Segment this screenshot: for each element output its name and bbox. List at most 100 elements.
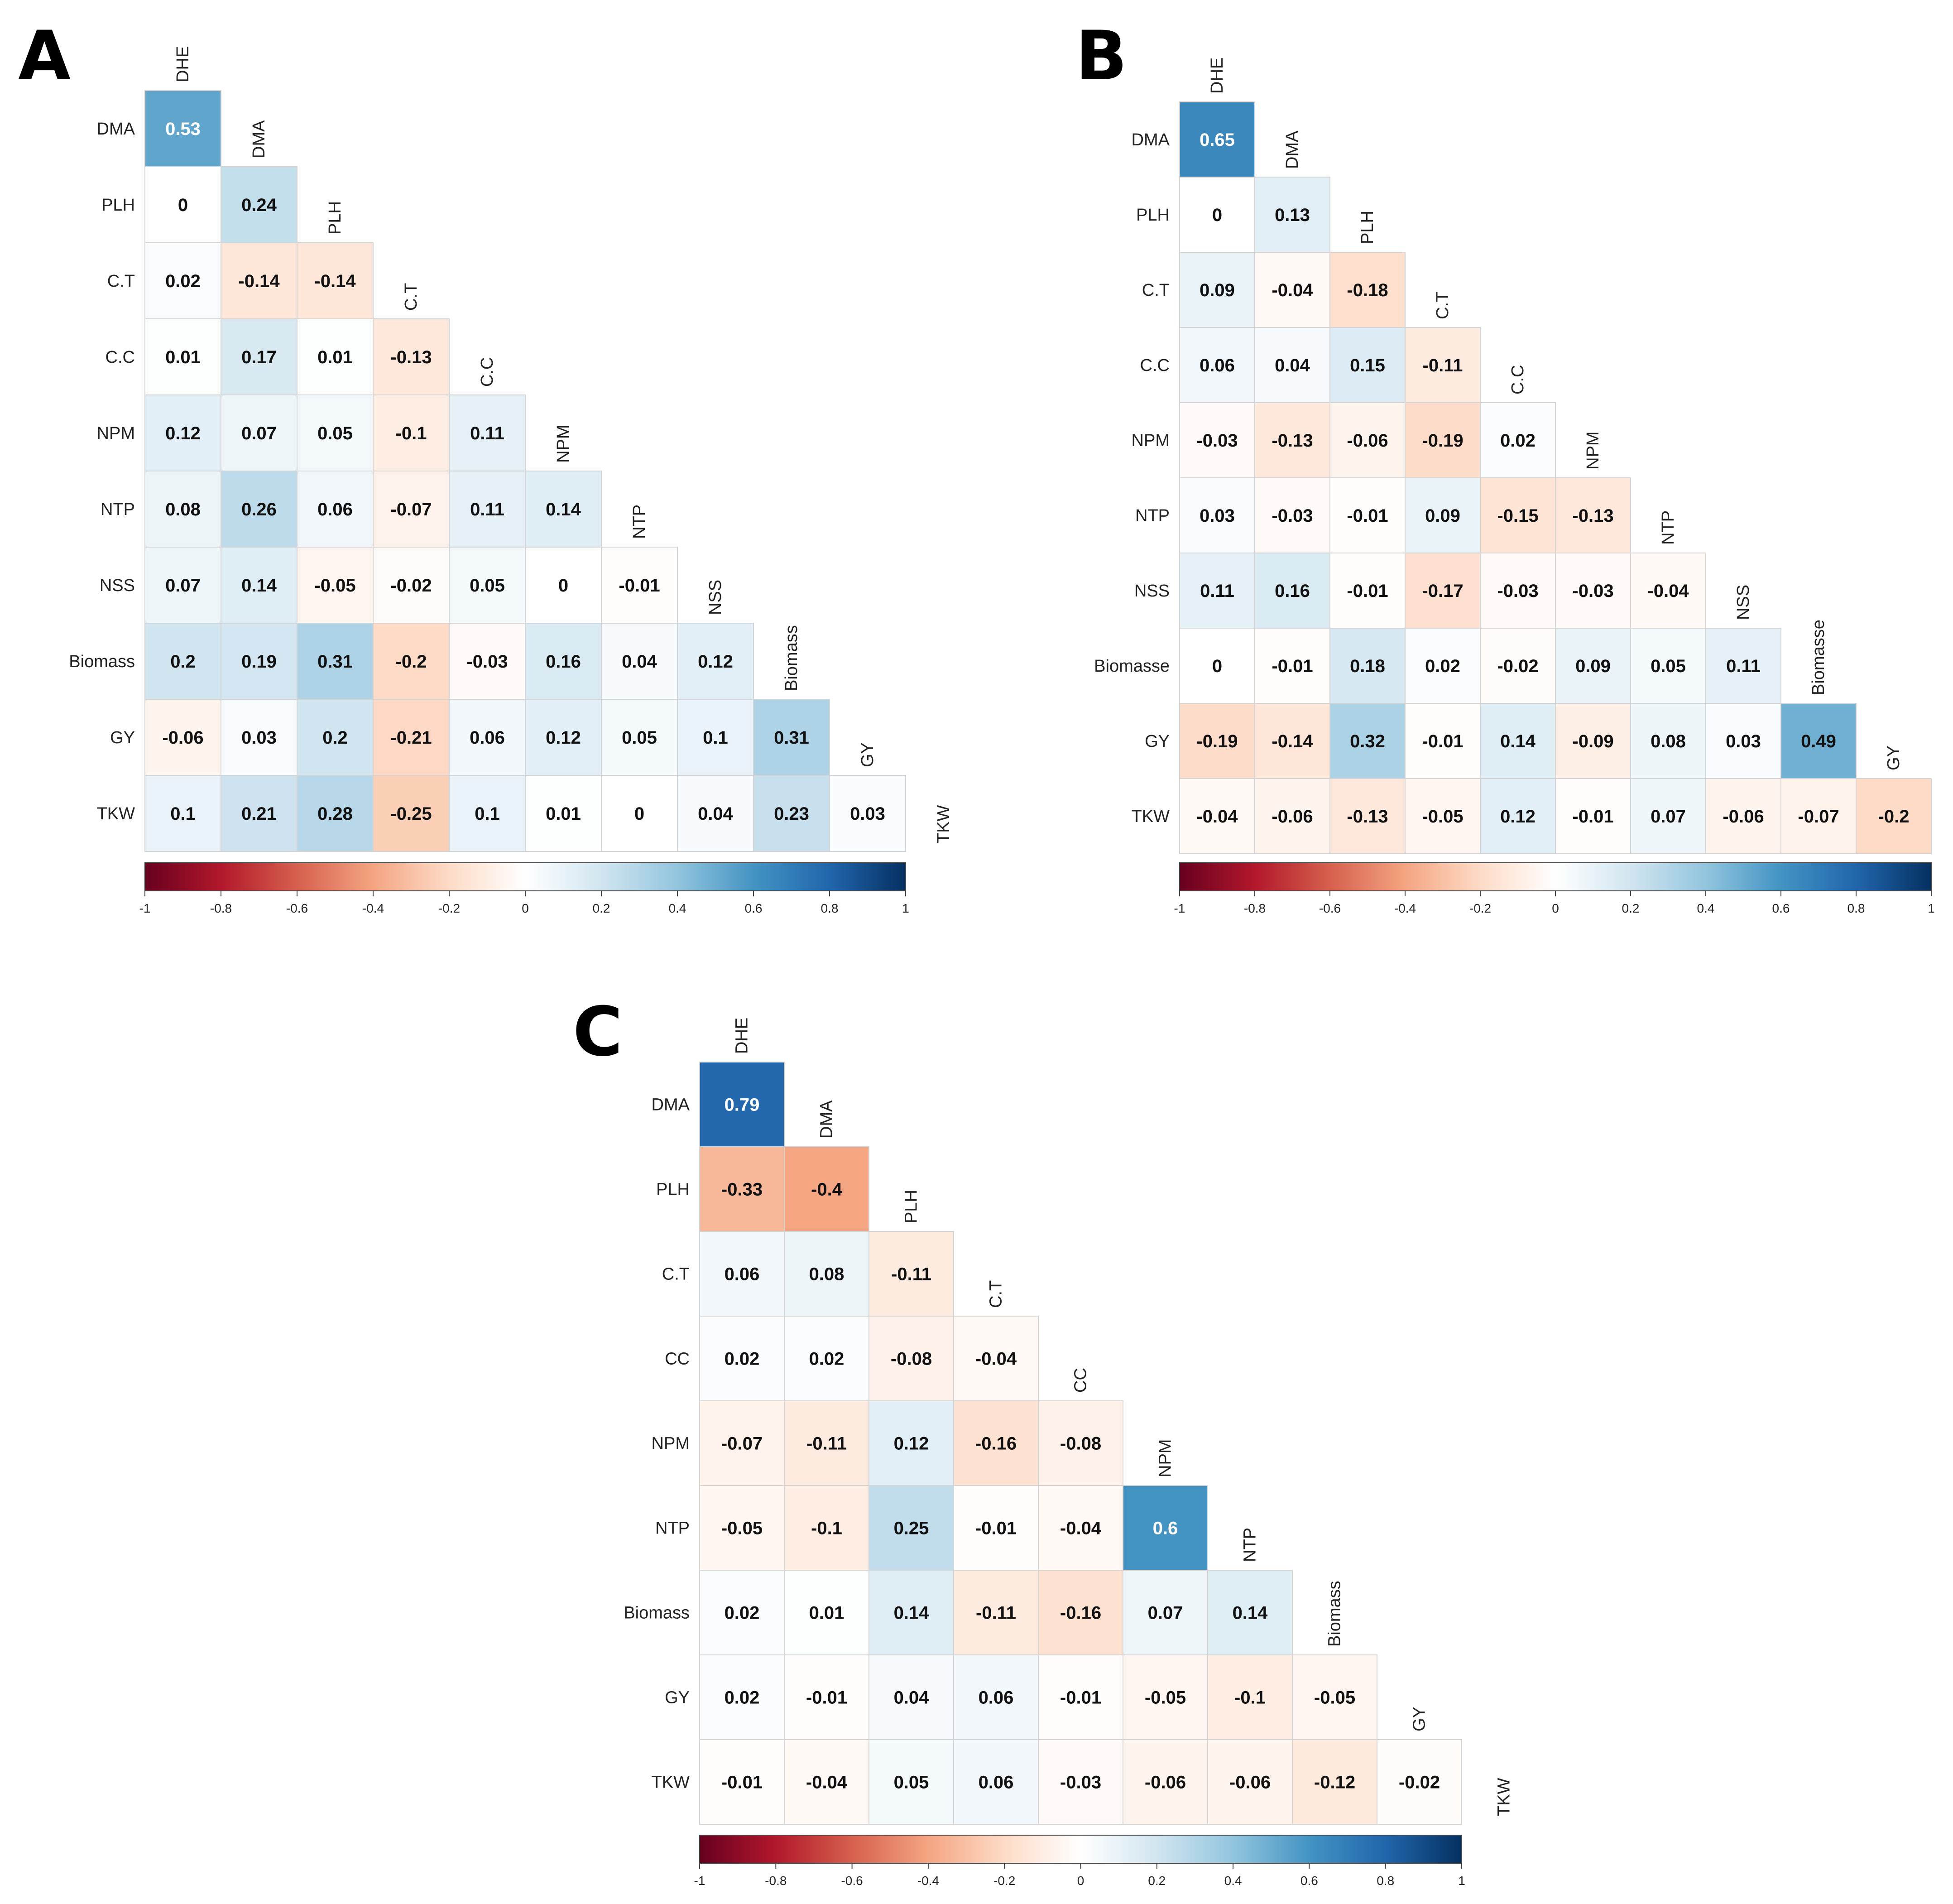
cell-value: 0.02 <box>725 1349 760 1369</box>
row-label-dma: DMA <box>652 1096 690 1115</box>
heatmap-cell <box>144 242 221 319</box>
cell-value: 0.02 <box>725 1688 760 1708</box>
cell-value: 0.09 <box>1575 656 1611 676</box>
row-label-npm: NPM <box>1132 431 1170 450</box>
cell-value: -0.01 <box>1572 807 1613 827</box>
heatmap-cell <box>144 547 221 624</box>
cell-value: 0.05 <box>1651 656 1686 676</box>
colorbar-tick-label: 0.2 <box>1622 901 1640 915</box>
colorbar-tick-label: 1 <box>1928 901 1935 915</box>
heatmap-cell <box>1179 101 1255 178</box>
column-label-biomass: Biomass <box>782 625 801 691</box>
cell-value: 0.12 <box>1500 807 1536 827</box>
heatmap-cell <box>1780 778 1857 854</box>
cell-value: -0.06 <box>1229 1773 1271 1793</box>
cell-value: 0.11 <box>1200 581 1234 601</box>
row-label-biomasse: Biomasse <box>1094 657 1170 676</box>
cell-value: -0.17 <box>1422 581 1463 601</box>
cell-value: -0.07 <box>390 500 432 519</box>
heatmap-cell <box>1480 477 1556 553</box>
row-label-biomass: Biomass <box>624 1604 690 1623</box>
heatmap-cell <box>1179 177 1255 253</box>
heatmap-cell <box>1405 327 1481 403</box>
cell-value: -0.02 <box>1399 1773 1440 1793</box>
heatmap-cell <box>373 394 450 471</box>
column-label-npm: NPM <box>1156 1439 1175 1477</box>
colorbar-tick-label: -0.2 <box>438 901 460 915</box>
heatmap-cell <box>784 1485 869 1571</box>
heatmap-cell <box>144 166 221 243</box>
heatmap-cell <box>1179 703 1255 779</box>
cell-value: -0.01 <box>619 576 660 596</box>
cell-value: -0.1 <box>811 1519 842 1539</box>
cell-value: -0.04 <box>1060 1519 1102 1539</box>
heatmap-cell <box>1292 1654 1377 1740</box>
row-label-npm: NPM <box>652 1434 690 1453</box>
cell-value: 0.08 <box>165 500 201 519</box>
cell-value: -0.04 <box>1272 280 1313 300</box>
heatmap-cell <box>869 1316 954 1401</box>
cell-value: 0.06 <box>725 1265 760 1284</box>
cell-value: 0.01 <box>165 347 201 367</box>
heatmap-cell <box>1480 402 1556 478</box>
heatmap-cell <box>1254 252 1330 328</box>
cell-value: 0.14 <box>546 500 581 519</box>
colorbar-tick-label: 0 <box>1552 901 1559 915</box>
heatmap-cell <box>144 623 221 700</box>
cell-value: -0.13 <box>1347 807 1388 827</box>
cell-value: -0.19 <box>1422 431 1463 451</box>
cell-value: -0.1 <box>396 423 427 443</box>
cell-value: 0.06 <box>1200 356 1235 375</box>
column-label-c-t: C.T <box>1433 292 1452 319</box>
cell-value: -0.05 <box>1314 1688 1355 1708</box>
colorbar-tick-label: 0.2 <box>1148 1874 1166 1888</box>
heatmap-cell <box>869 1739 954 1825</box>
column-label-tkw: TKW <box>934 805 953 843</box>
heatmap-cell <box>784 1570 869 1655</box>
cell-value: -0.33 <box>721 1180 763 1200</box>
column-label-ntp: NTP <box>1241 1528 1260 1562</box>
heatmap-cell <box>1123 1570 1208 1655</box>
column-label-tkw: TKW <box>1495 1778 1514 1816</box>
colorbar-tick-label: -1 <box>1174 901 1185 915</box>
colorbar-tick-label: 0.6 <box>745 901 763 915</box>
correlation-panel-a: A DMA 0.53 PLH 0 0.24 C.T 0.02 -0.14 -0.14 C.C 0.01… <box>18 17 953 915</box>
cell-value: 0.09 <box>1200 280 1235 300</box>
cell-value: 0.32 <box>1350 731 1385 751</box>
cell-value: 0.2 <box>322 728 348 748</box>
cell-value: 0.06 <box>317 500 353 519</box>
cell-value: 0.07 <box>165 576 201 596</box>
colorbar-tick-label: -0.4 <box>362 901 384 915</box>
cell-value: 0.12 <box>546 728 581 748</box>
cell-value: -0.06 <box>1723 807 1764 827</box>
heatmap-cell <box>525 775 602 852</box>
cell-value: 0.05 <box>317 423 353 443</box>
colorbar-tick-label: 0.2 <box>593 901 610 915</box>
cell-value: -0.05 <box>721 1519 763 1539</box>
heatmap-cell <box>1207 1739 1293 1825</box>
column-label-c-t: C.T <box>402 283 421 311</box>
heatmap-cell <box>1038 1485 1123 1571</box>
cell-value: 0.04 <box>894 1688 930 1708</box>
heatmap-cell <box>1207 1570 1293 1655</box>
heatmap-cell <box>953 1485 1039 1571</box>
colorbar-tick-label: 0.6 <box>1772 901 1790 915</box>
cell-value: -0.11 <box>976 1603 1016 1623</box>
heatmap-cell <box>297 775 374 852</box>
cell-value: -0.13 <box>390 347 432 367</box>
cell-value: 0.04 <box>1275 356 1310 375</box>
heatmap-cell <box>221 775 298 852</box>
cell-value: -0.01 <box>1347 506 1388 526</box>
cell-value: -0.05 <box>314 576 355 596</box>
heatmap-cell <box>1555 628 1631 704</box>
cell-value: -0.13 <box>1272 431 1313 451</box>
cell-value: -0.02 <box>390 576 432 596</box>
heatmap-cell <box>699 1062 785 1147</box>
panel-letter: B <box>1075 17 1127 96</box>
column-label-nss: NSS <box>706 580 725 615</box>
cell-value: -0.11 <box>806 1434 847 1454</box>
row-label-plh: PLH <box>101 196 135 215</box>
cell-value: 0.53 <box>165 119 201 139</box>
